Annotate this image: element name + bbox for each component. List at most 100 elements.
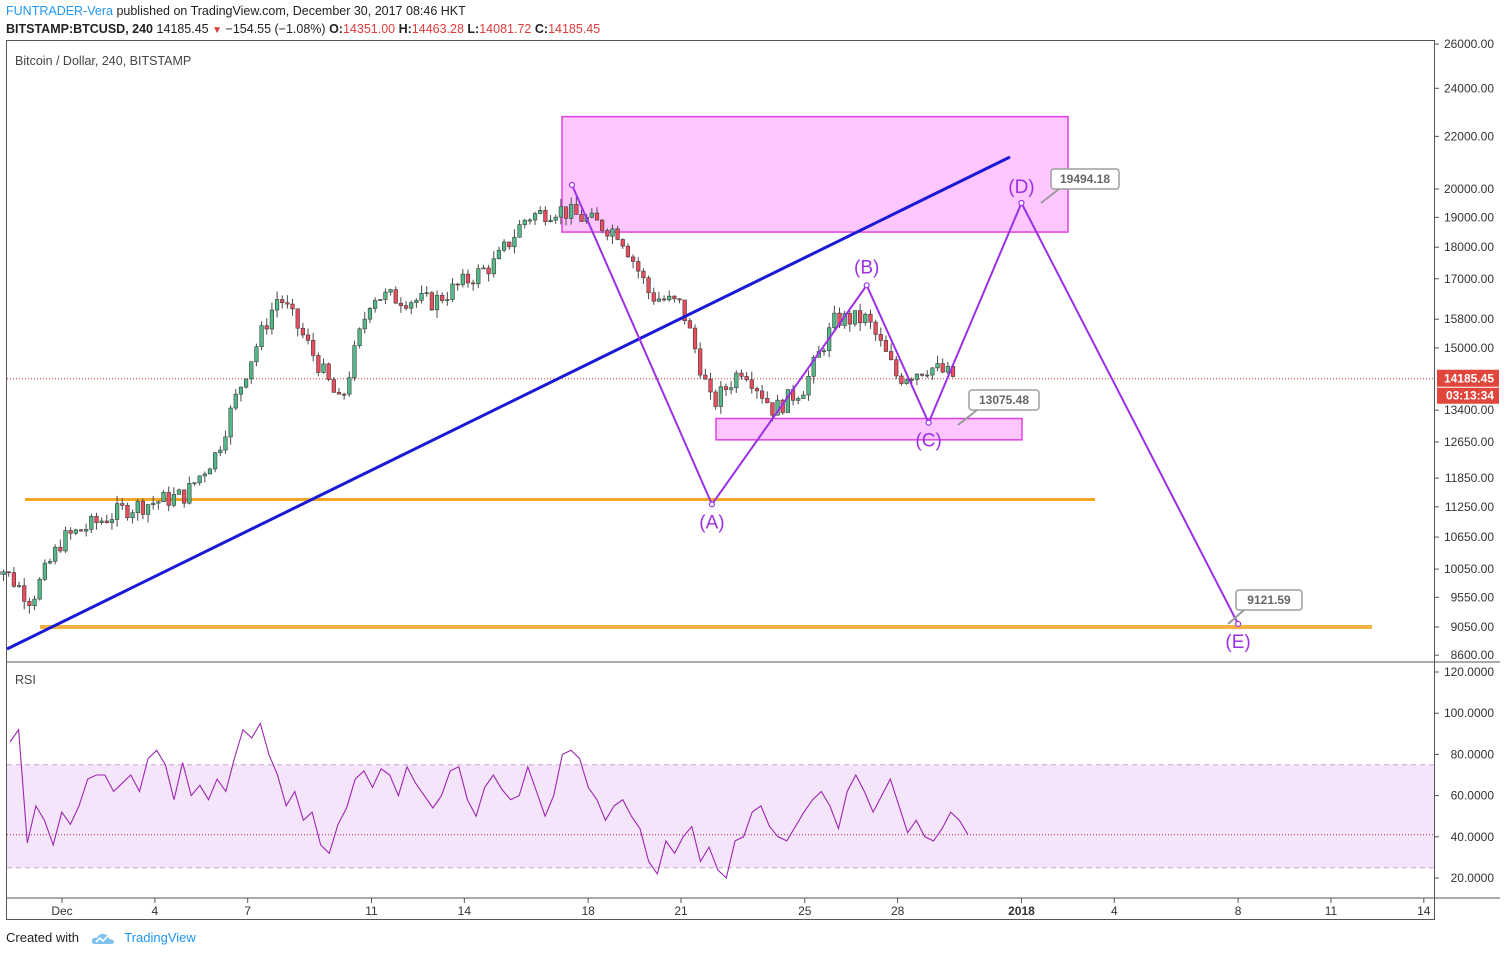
candle-body	[156, 501, 161, 504]
candle	[945, 361, 950, 375]
callout-box	[1235, 589, 1303, 611]
chart-canvas[interactable]: (A) (B) (C) (D) (E) 19494.18 13075.48 9121.59 2…	[0, 0, 1505, 930]
candle-body	[605, 230, 610, 237]
candle-body	[651, 292, 656, 302]
candle	[708, 372, 713, 400]
candle	[682, 299, 687, 325]
candle	[140, 498, 146, 520]
candle	[383, 288, 388, 305]
candle-body	[919, 373, 925, 376]
candle-body	[888, 351, 894, 360]
candle	[594, 207, 600, 221]
candle-body	[785, 389, 790, 413]
candle-body	[703, 374, 708, 380]
candle	[238, 386, 244, 402]
price-tick-label: 13400.00	[1444, 403, 1494, 417]
tradingview-link[interactable]: TradingView	[124, 930, 196, 945]
candle-body	[677, 298, 682, 301]
candle-body	[749, 379, 754, 389]
resistance-zone	[561, 115, 1069, 233]
candle	[99, 517, 104, 525]
candle-body	[558, 206, 563, 218]
candle-body	[770, 402, 775, 416]
candle	[785, 389, 790, 413]
candle	[739, 369, 744, 380]
candle-body	[135, 501, 140, 514]
wave-point	[1018, 199, 1025, 207]
symbol-label: BITSTAMP:BTCUSD, 240	[6, 22, 154, 36]
candle-body	[594, 212, 600, 221]
wave-label: (B)	[854, 257, 879, 278]
candle	[858, 303, 863, 332]
candle	[450, 278, 455, 302]
candle-body	[311, 339, 316, 356]
candle-body	[78, 529, 84, 532]
price-tick-label: 10050.00	[1444, 562, 1494, 576]
candle	[873, 319, 878, 342]
candle-body	[305, 334, 311, 341]
current-price-tag	[1437, 369, 1499, 387]
close-label: C:	[534, 22, 549, 36]
rsi-title: RSI	[15, 673, 36, 687]
candle	[904, 378, 909, 385]
candle	[522, 218, 527, 229]
candle	[228, 405, 233, 445]
candle-body	[754, 388, 760, 392]
callout-box	[968, 389, 1040, 411]
candle-body	[6, 571, 11, 574]
candle	[878, 327, 883, 347]
candle	[274, 291, 280, 318]
candle	[393, 286, 398, 304]
chart-frame	[6, 40, 1435, 920]
candle-body	[708, 378, 713, 393]
candle	[259, 321, 264, 351]
target-callout: 13075.48	[957, 389, 1040, 426]
time-tick-label: 14	[458, 904, 472, 918]
rsi-band	[7, 764, 1434, 868]
candle	[517, 220, 522, 238]
candle-body	[336, 392, 342, 395]
candle-body	[883, 340, 889, 352]
candle-body	[486, 267, 491, 275]
candle-body	[424, 292, 429, 295]
callout-value: 13075.48	[979, 393, 1029, 407]
candle	[16, 581, 22, 588]
price-tick-label: 11850.00	[1445, 471, 1494, 485]
wave-point	[925, 419, 932, 426]
time-tick-label: 4	[152, 904, 159, 918]
time-tick-label: Dec	[51, 904, 72, 918]
candle-body	[904, 379, 909, 384]
candle	[667, 290, 672, 302]
candle-body	[863, 313, 868, 324]
candle	[548, 215, 553, 223]
candle	[305, 328, 311, 345]
candle-body	[579, 214, 584, 222]
candle	[187, 476, 192, 505]
candle	[703, 368, 708, 380]
trendline	[6, 155, 1011, 651]
candle-body	[687, 320, 692, 329]
candle-body	[455, 283, 460, 286]
candle	[821, 348, 827, 356]
candle-body	[223, 436, 228, 451]
candle	[27, 597, 32, 614]
candle	[78, 529, 84, 532]
candle-body	[213, 452, 218, 470]
candle	[125, 502, 130, 521]
candle-body	[1, 571, 6, 575]
candle	[429, 290, 434, 311]
candle	[115, 495, 120, 527]
candle-body	[878, 334, 883, 341]
candle-body	[22, 585, 27, 602]
candle	[445, 291, 450, 306]
open-label: O:	[329, 22, 343, 36]
candle-body	[115, 503, 120, 520]
candle	[832, 305, 837, 330]
created-with-text: Created with	[6, 930, 79, 945]
candle	[692, 324, 698, 354]
author-link[interactable]: FUNTRADER-Vera	[6, 4, 113, 18]
callout-pointer	[957, 409, 978, 426]
candle	[342, 392, 347, 400]
candle-body	[481, 267, 486, 270]
candle-body	[894, 359, 899, 377]
